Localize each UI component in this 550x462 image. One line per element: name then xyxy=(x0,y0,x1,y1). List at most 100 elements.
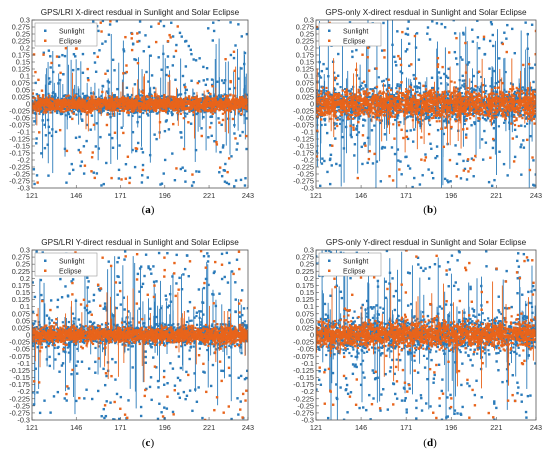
data-point xyxy=(49,83,50,84)
data-point xyxy=(212,86,213,87)
data-point xyxy=(49,132,50,133)
x-tick-label: 146 xyxy=(70,191,82,200)
data-point xyxy=(105,73,106,74)
data-point xyxy=(210,99,211,100)
data-point xyxy=(131,49,132,50)
data-point xyxy=(168,75,169,76)
data-point xyxy=(92,98,93,99)
data-point xyxy=(100,100,101,101)
data-point xyxy=(191,101,192,102)
data-point xyxy=(132,111,133,112)
data-point xyxy=(37,95,38,96)
data-point xyxy=(230,94,231,95)
data-point xyxy=(340,86,341,87)
data-point xyxy=(119,107,120,108)
data-point xyxy=(86,140,87,141)
data-point xyxy=(188,108,189,109)
data-point xyxy=(393,113,394,114)
data-point xyxy=(175,50,176,51)
data-point xyxy=(244,63,245,64)
data-point xyxy=(168,110,169,111)
data-point xyxy=(77,104,78,105)
data-point xyxy=(140,111,141,112)
data-point xyxy=(77,107,78,108)
data-point xyxy=(246,135,247,136)
data-point xyxy=(221,102,222,103)
data-point xyxy=(206,109,207,110)
data-point xyxy=(158,96,159,97)
data-point xyxy=(237,143,238,144)
data-point xyxy=(127,156,128,157)
data-point xyxy=(130,96,131,97)
data-point xyxy=(141,182,142,183)
data-point xyxy=(175,79,176,80)
data-point xyxy=(210,93,211,94)
data-point xyxy=(172,153,173,154)
data-point xyxy=(384,85,385,86)
data-point xyxy=(113,103,114,104)
data-point xyxy=(114,70,115,71)
data-point xyxy=(112,137,113,138)
data-point xyxy=(185,181,186,182)
data-point xyxy=(108,82,109,83)
data-point xyxy=(160,99,161,100)
data-point xyxy=(203,80,204,81)
data-point xyxy=(183,118,184,119)
data-point xyxy=(91,110,92,111)
data-point xyxy=(189,111,190,112)
data-point xyxy=(137,121,138,122)
data-point xyxy=(206,67,207,68)
data-point xyxy=(123,49,124,50)
data-point xyxy=(520,113,521,114)
data-point xyxy=(161,69,162,70)
data-point xyxy=(224,181,225,182)
data-point xyxy=(241,68,242,69)
data-point xyxy=(238,78,239,79)
data-point xyxy=(213,30,214,31)
data-point xyxy=(173,107,174,108)
data-point xyxy=(59,79,60,80)
data-point xyxy=(82,100,83,101)
data-point xyxy=(172,65,173,66)
data-point xyxy=(54,108,55,109)
data-point xyxy=(221,175,222,176)
data-point xyxy=(163,25,164,26)
chart-title: GPS-only X-direct resdual in Sunlight an… xyxy=(325,8,527,17)
data-point xyxy=(427,118,428,119)
x-tick-label: 121 xyxy=(26,191,38,200)
data-point xyxy=(129,182,130,183)
data-point xyxy=(50,67,51,68)
data-point xyxy=(223,101,224,102)
data-point xyxy=(137,110,138,111)
data-point xyxy=(383,80,384,81)
data-point xyxy=(207,79,208,80)
data-point xyxy=(131,109,132,110)
data-point xyxy=(42,105,43,106)
data-point xyxy=(53,92,54,93)
data-point xyxy=(54,111,55,112)
data-point xyxy=(83,173,84,174)
data-point xyxy=(83,106,84,107)
data-point xyxy=(63,74,64,75)
data-point xyxy=(74,105,75,106)
data-point xyxy=(90,112,91,113)
data-point xyxy=(204,107,205,108)
data-point xyxy=(234,124,235,125)
data-point xyxy=(431,87,432,88)
data-point xyxy=(520,110,521,111)
data-point xyxy=(137,142,138,143)
data-point xyxy=(77,109,78,110)
data-point xyxy=(217,104,218,105)
data-point xyxy=(68,112,69,113)
data-point xyxy=(506,91,507,92)
data-point xyxy=(213,100,214,101)
data-point xyxy=(58,65,59,66)
data-point xyxy=(242,100,243,101)
data-point xyxy=(339,123,340,124)
data-point xyxy=(209,127,210,128)
data-point xyxy=(60,111,61,112)
data-point xyxy=(89,97,90,98)
data-point xyxy=(151,99,152,100)
data-point xyxy=(396,93,397,94)
data-point xyxy=(211,106,212,107)
